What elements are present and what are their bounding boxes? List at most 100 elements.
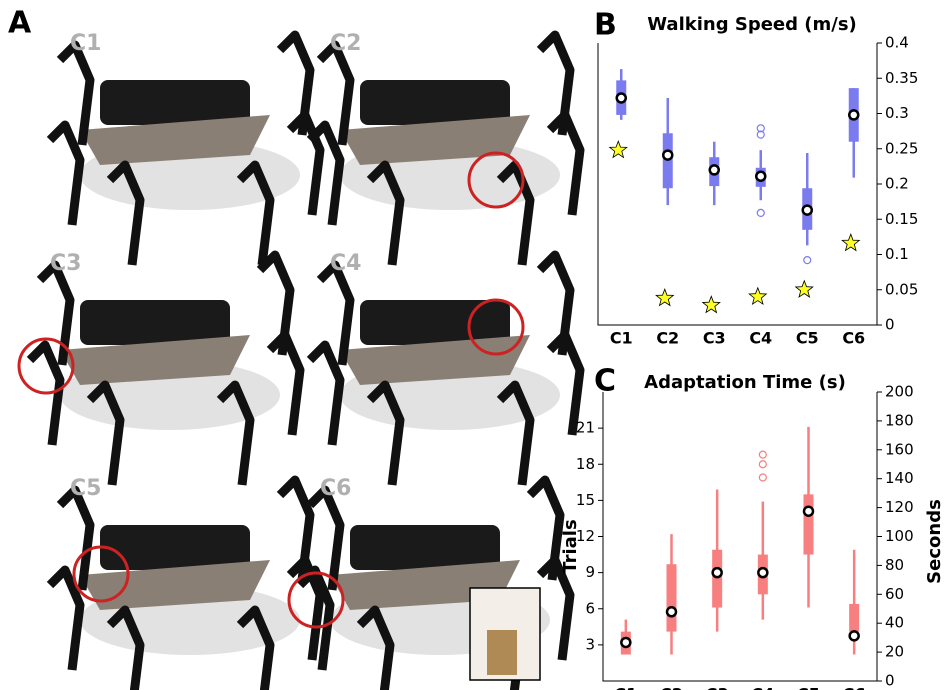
robot-body [100,80,250,125]
y2-tick-label: 100 [885,527,914,545]
robot-leg [366,160,405,266]
median [802,505,815,517]
robot-leg [356,605,395,690]
y2-axis-label: Seconds [924,499,945,584]
reference-star [655,288,675,307]
robot-plate [340,115,530,165]
robot-leg [216,380,255,486]
y2-tick-label: 60 [885,585,904,603]
robot-leg [306,120,345,226]
median [711,566,723,579]
median [755,170,767,182]
y-tick-label: 18 [576,455,595,473]
robot-leg [256,250,295,356]
y-tick-label: 0.2 [885,175,909,193]
robot-leg [36,260,75,366]
median [620,636,632,649]
axis-frame [597,43,878,326]
robot-leg [546,330,585,436]
robot-leg [266,330,305,436]
x-tick-label: C4 [749,329,772,348]
reference-star [608,140,628,159]
box [666,564,677,632]
panel-label: C [594,364,616,399]
y-tick-label: 0.3 [885,104,909,122]
robot-leg [496,380,535,486]
y-tick-label: 0.1 [885,245,909,263]
median [848,630,860,642]
y-tick-label: 0.35 [885,69,918,87]
y2-tick-label: 140 [885,469,914,487]
median [848,109,860,121]
outlier [756,124,765,133]
damage-marker [467,151,525,209]
robot-leg [536,555,575,661]
robot-leg [236,605,275,690]
photo-label: C4 [330,251,361,276]
photo-label: C1 [70,31,101,56]
axis-frame [602,392,878,682]
outlier [758,473,767,482]
x-tick-label: C2 [660,685,683,690]
median [662,149,674,161]
median [665,606,678,618]
robot-leg [46,565,85,671]
median [757,566,769,579]
y-tick-label: 12 [576,527,595,545]
robot-leg [236,160,275,266]
box [712,549,723,608]
robot-plate [60,335,250,385]
x-tick-label: C5 [796,329,819,348]
x-tick-label: C4 [751,685,774,690]
median [708,164,720,176]
damage-marker [17,337,75,395]
damage-marker [287,571,345,629]
y2-tick-label: 40 [885,614,904,632]
outlier [803,256,812,265]
y2-tick-label: 180 [885,411,914,429]
y-tick-label: 21 [576,419,595,437]
y-tick-label: 6 [585,599,595,617]
outlier [758,460,767,469]
y-axis-label: Trials [560,519,581,573]
y2-tick-label: 120 [885,498,914,516]
robot-leg [296,565,335,671]
median [801,204,813,216]
x-tick-label: C5 [797,685,820,690]
x-tick-label: C3 [703,329,726,348]
robot-leg [46,120,85,226]
reference-star [794,279,814,298]
robot-plate [340,335,530,385]
box [849,603,860,632]
damage-marker [72,545,130,603]
panel-label: B [594,8,617,43]
robot-leg [56,40,95,146]
y2-tick-label: 80 [885,556,904,574]
x-tick-label: C2 [656,329,679,348]
robot-leg [546,110,585,216]
box [803,494,814,555]
y2-tick-label: 200 [885,383,914,401]
chart-title: Walking Speed (m/s) [647,14,857,35]
x-tick-label: C1 [610,329,633,348]
robot-leg [306,340,345,446]
robot-leg [316,260,355,366]
robot-leg [526,475,565,581]
robot-leg [276,475,315,581]
y2-tick-label: 0 [885,672,895,690]
robot-photos: C1 C2 C3 C4 C5 C6 [17,30,585,690]
reference-star [701,295,721,314]
y-tick-label: 0 [885,316,895,334]
y-tick-label: 0.05 [885,280,918,298]
y-tick-label: 15 [576,491,595,509]
y-tick-label: 0.25 [885,139,918,157]
outlier [756,208,765,218]
robot-leg [106,605,145,690]
robot-leg [316,40,355,146]
inset-leg [487,630,517,675]
reference-star [748,286,768,306]
y-tick-label: 3 [585,635,595,653]
y2-tick-label: 160 [885,440,914,458]
